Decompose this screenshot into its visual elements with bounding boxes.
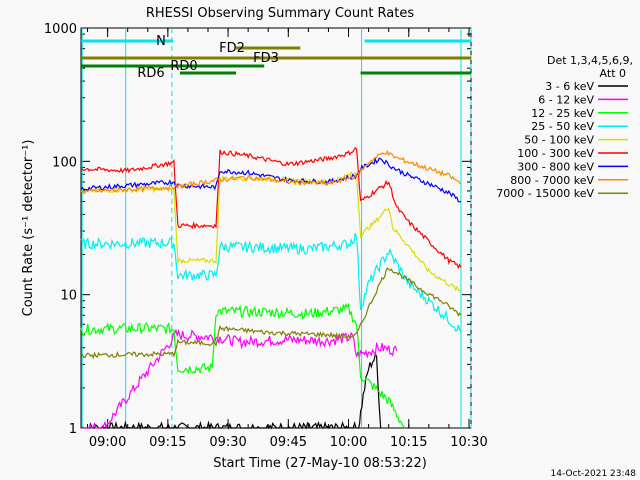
legend-label: 12 - 25 keV bbox=[531, 107, 594, 120]
x-tick-label: 09:15 bbox=[149, 435, 186, 450]
y-tick-label: 10 bbox=[60, 289, 77, 304]
legend-label: 300 - 800 keV bbox=[517, 160, 594, 173]
x-tick-label: 09:30 bbox=[209, 435, 246, 450]
y-tick-label: 1000 bbox=[44, 22, 77, 37]
legend-title-line1: Det 1,3,4,5,6,9, bbox=[547, 54, 633, 67]
flag-label-rd0: RD0 bbox=[170, 59, 197, 74]
y-tick-label: 1 bbox=[69, 422, 77, 437]
series-line-6 bbox=[80, 156, 462, 203]
flag-label-fd2: FD2 bbox=[219, 41, 245, 56]
series-line-1 bbox=[81, 328, 398, 429]
chart-title: RHESSI Observing Summary Count Rates bbox=[146, 6, 415, 21]
series-line-2 bbox=[80, 302, 406, 429]
y-tick-label: 100 bbox=[52, 155, 77, 170]
x-tick-label: 10:15 bbox=[390, 435, 427, 450]
series-line-5 bbox=[81, 146, 462, 270]
legend-label: 50 - 100 keV bbox=[524, 134, 594, 147]
legend-label: 6 - 12 keV bbox=[538, 93, 594, 106]
x-tick-label: 10:30 bbox=[450, 435, 487, 450]
legend-label: 100 - 300 keV bbox=[517, 147, 594, 160]
flag-label-fd3: FD3 bbox=[253, 51, 279, 66]
flag-label-n: N bbox=[156, 34, 166, 49]
legend-title-line2: Att 0 bbox=[600, 67, 626, 80]
legend-label: 800 - 7000 keV bbox=[510, 174, 594, 187]
footer-timestamp: 14-Oct-2021 23:48 bbox=[551, 469, 637, 479]
series-line-0 bbox=[80, 352, 382, 431]
plot-area: 1 10 100 1000 09:00 09:15 09:30 09:45 10:00 10:15… bbox=[44, 22, 488, 450]
legend-label: 25 - 50 keV bbox=[531, 120, 594, 133]
y-axis-label: Count Rate (s⁻¹ detector⁻¹) bbox=[21, 140, 36, 317]
x-tick-label: 10:00 bbox=[330, 435, 367, 450]
x-axis-label: Start Time (27-May-10 08:53:22) bbox=[213, 456, 427, 471]
series-line-7 bbox=[80, 149, 462, 195]
x-tick-label: 09:00 bbox=[89, 435, 126, 450]
x-tick-label: 09:45 bbox=[270, 435, 307, 450]
series-line-8 bbox=[80, 267, 462, 360]
series-line-3 bbox=[80, 232, 462, 332]
flag-label-rd6: RD6 bbox=[137, 66, 164, 81]
legend-label: 3 - 6 keV bbox=[545, 80, 594, 93]
legend-label: 7000 - 15000 keV bbox=[496, 187, 594, 200]
